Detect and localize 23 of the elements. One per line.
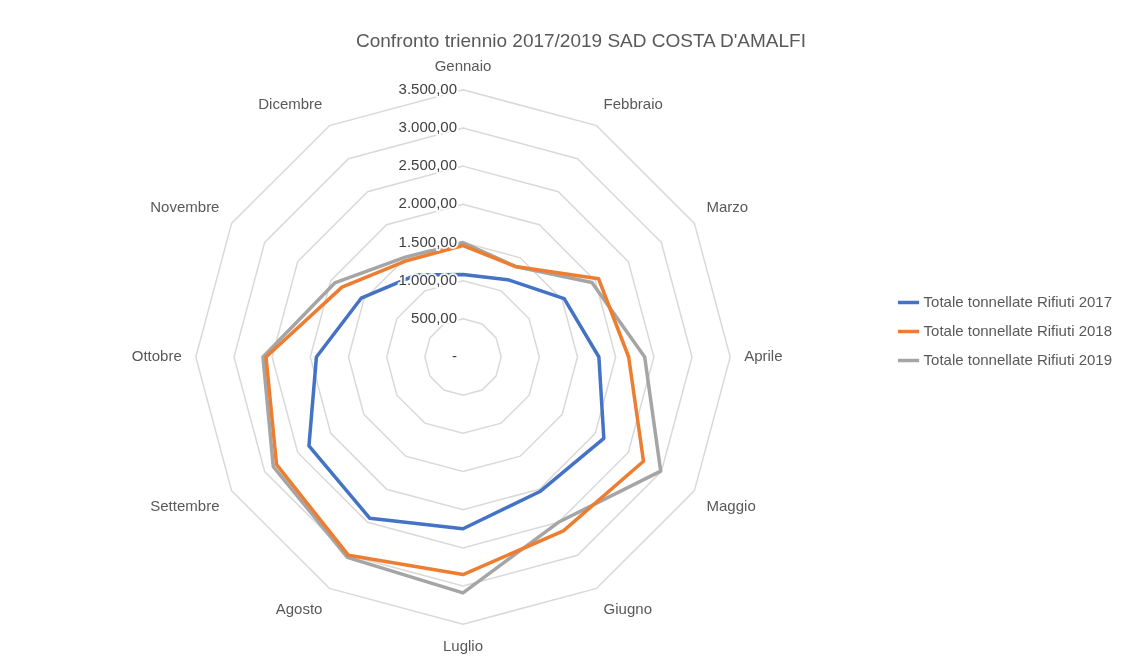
spoke-label: Dicembre bbox=[258, 94, 323, 112]
chart-title: Confronto triennio 2017/2019 SAD COSTA D'AMALFI bbox=[356, 29, 806, 51]
y-tick-label: 2.000,00 bbox=[398, 194, 457, 212]
spoke-label: Gennaio bbox=[434, 56, 492, 74]
y-tick-label: 2.500,00 bbox=[398, 156, 457, 174]
y-tick-label: - bbox=[452, 347, 457, 365]
spoke-label: Maggio bbox=[706, 496, 756, 514]
legend-label: Totale tonnellate Rifiuti 2019 bbox=[923, 350, 1113, 368]
y-tick-label: 3.500,00 bbox=[398, 79, 457, 97]
spoke-label: Marzo bbox=[706, 197, 749, 215]
spoke-label: Settembre bbox=[150, 496, 220, 514]
y-tick-label: 3.000,00 bbox=[398, 118, 457, 136]
y-tick-label: 500,00 bbox=[411, 308, 457, 326]
spoke-label: Febbraio bbox=[603, 94, 663, 112]
spoke-label: Giugno bbox=[603, 599, 652, 617]
legend-label: Totale tonnellate Rifiuti 2018 bbox=[923, 321, 1113, 339]
spoke-label: Aprile bbox=[744, 347, 783, 365]
spoke-label: Ottobre bbox=[131, 347, 182, 365]
spoke-label: Agosto bbox=[275, 599, 323, 617]
y-tick-label: 1.500,00 bbox=[398, 232, 457, 250]
legend-label: Totale tonnellate Rifiuti 2017 bbox=[923, 292, 1113, 310]
spoke-label: Luglio bbox=[442, 637, 484, 655]
spoke-label: Novembre bbox=[150, 197, 220, 215]
